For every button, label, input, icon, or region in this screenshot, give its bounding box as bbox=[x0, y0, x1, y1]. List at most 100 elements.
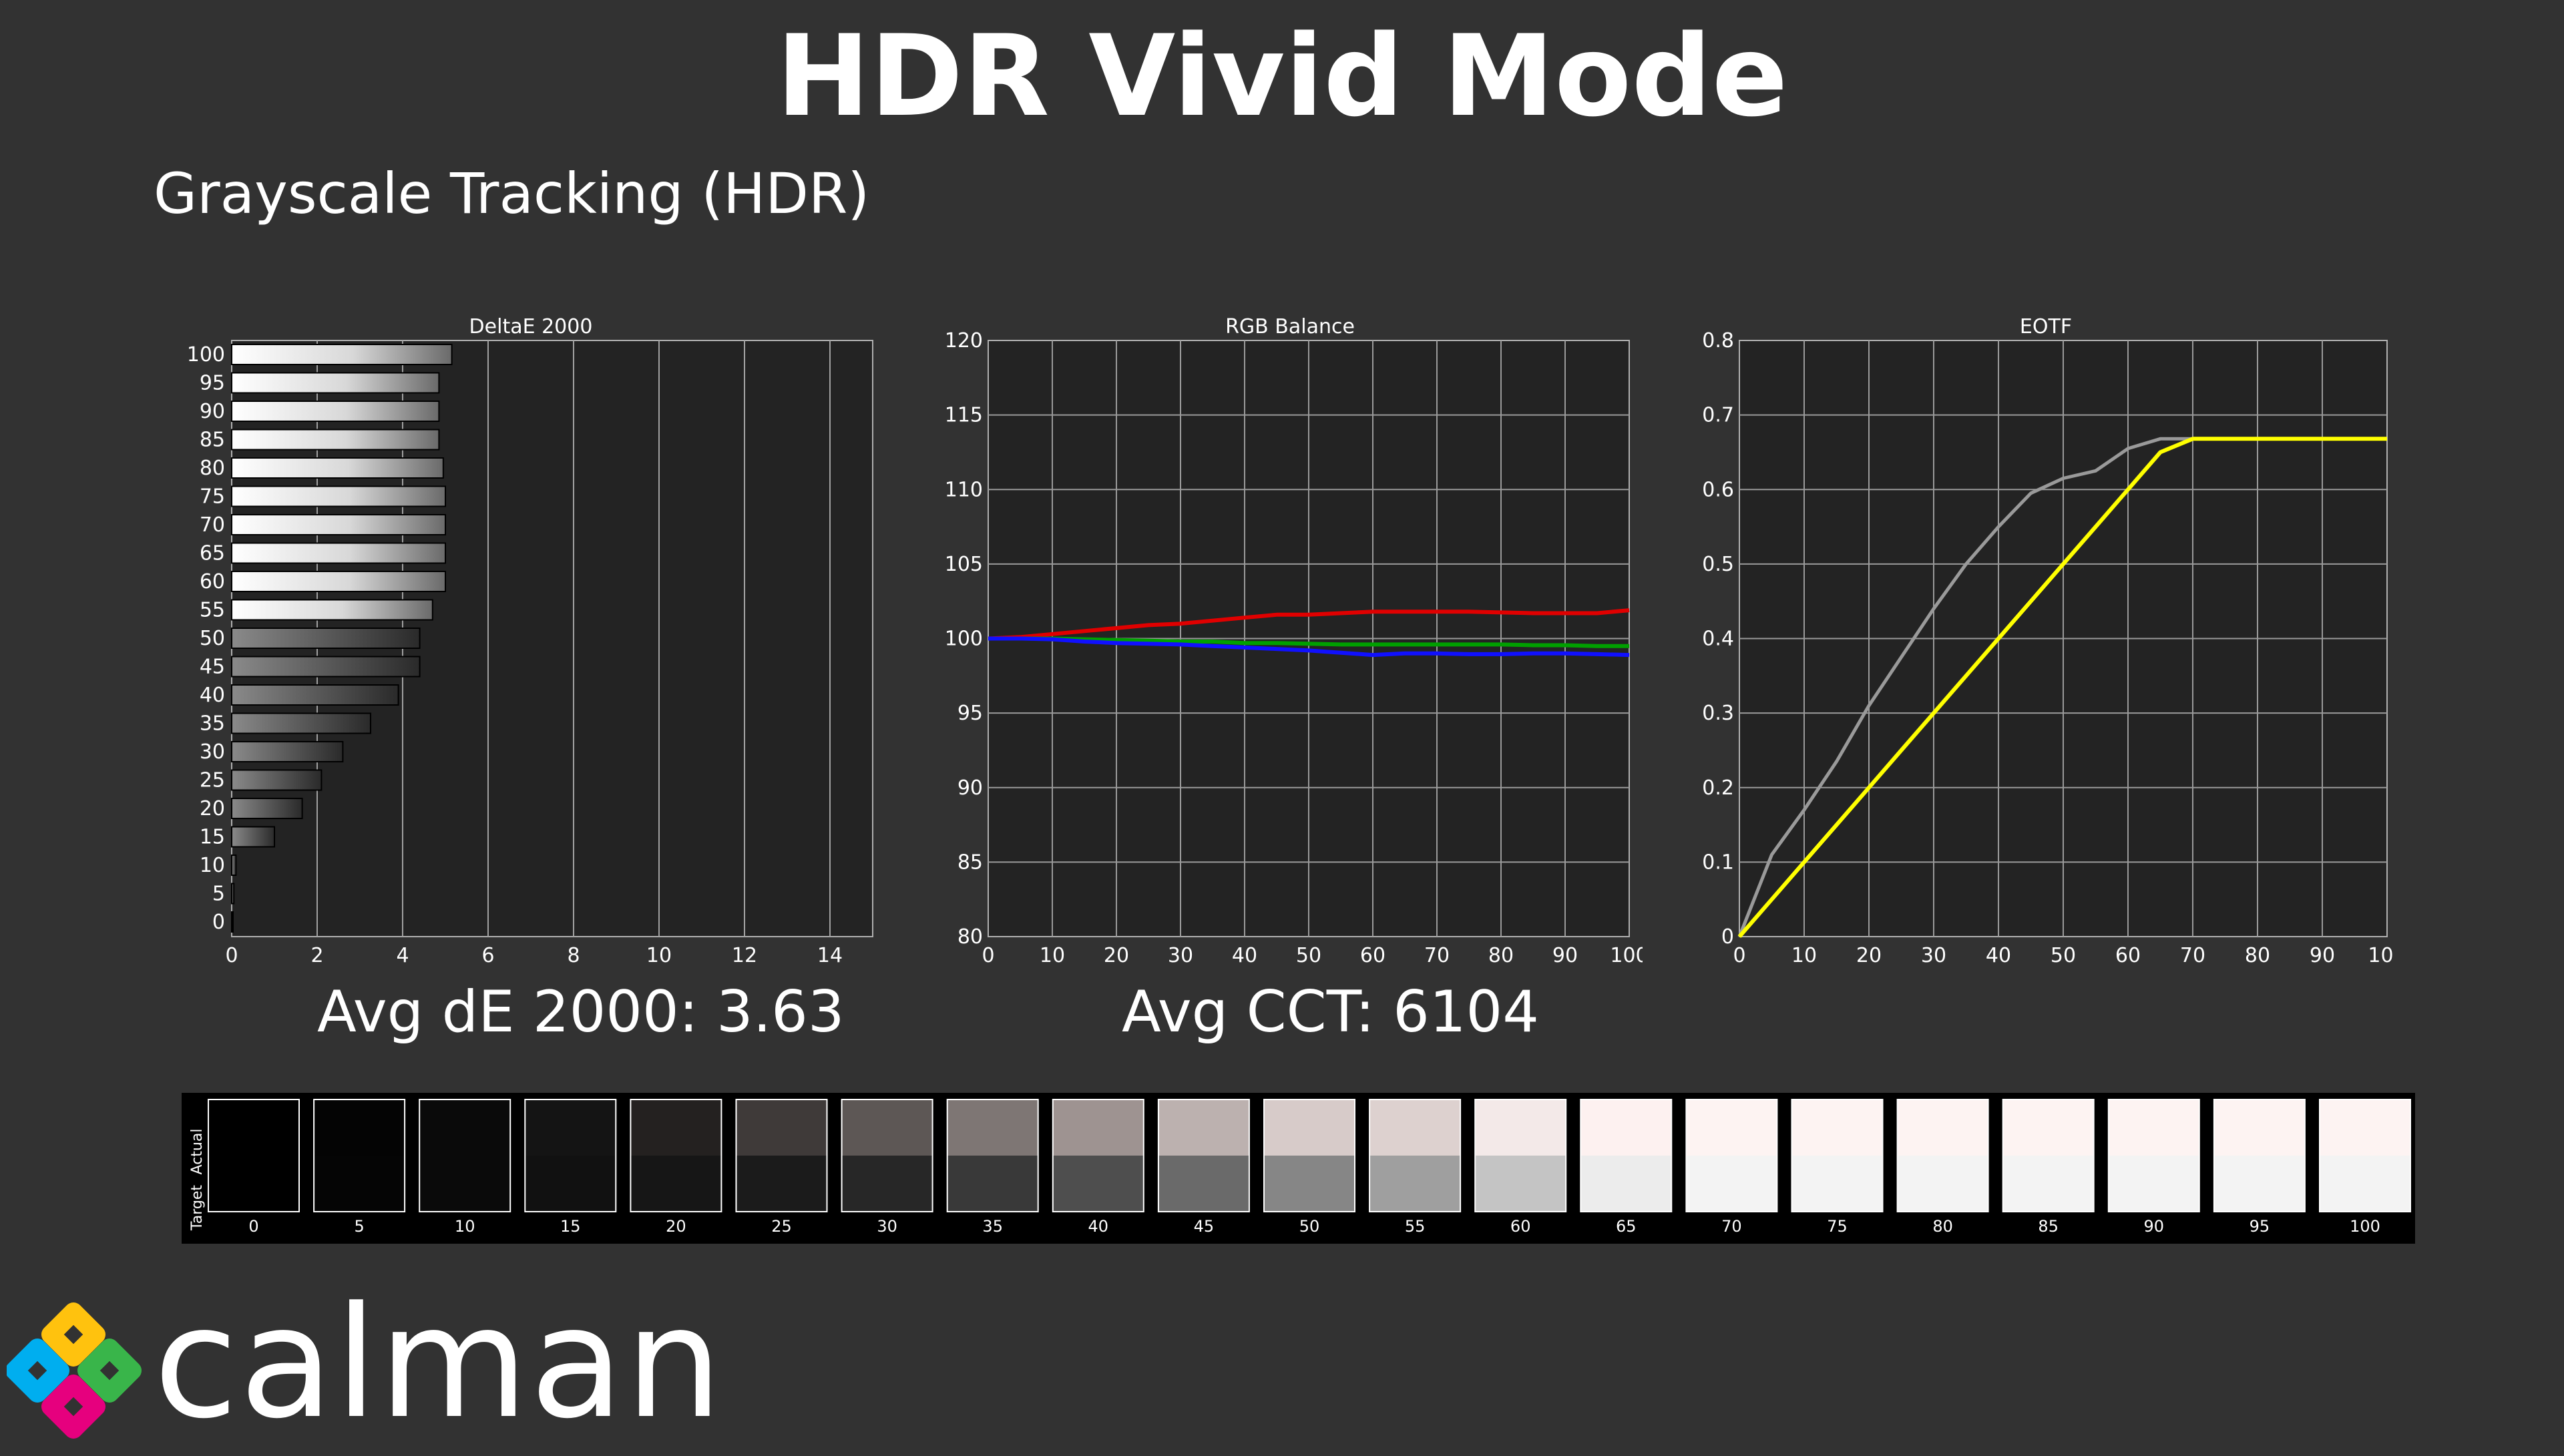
eotf-x-tick: 100 bbox=[2368, 944, 2394, 967]
deltae-bar bbox=[231, 656, 421, 678]
swatch-actual bbox=[630, 1100, 722, 1156]
deltae-bar bbox=[231, 628, 421, 649]
swatch-label: 45 bbox=[1194, 1217, 1215, 1236]
eotf-y-tick: 0.2 bbox=[1702, 776, 1734, 800]
swatch-actual bbox=[314, 1100, 405, 1156]
deltae-y-tick: 100 bbox=[187, 343, 225, 367]
swatch-label: 70 bbox=[1721, 1217, 1742, 1236]
rgb-y-tick: 80 bbox=[957, 925, 983, 949]
deltae-bar bbox=[231, 401, 440, 422]
swatch-border bbox=[630, 1099, 722, 1212]
swatch-target bbox=[1052, 1156, 1144, 1212]
swatch-label: 20 bbox=[666, 1217, 686, 1236]
swatch-target bbox=[1686, 1156, 1777, 1212]
deltae-x-tick: 6 bbox=[481, 944, 494, 967]
eotf-y-tick: 0.3 bbox=[1702, 702, 1734, 725]
avg-cct-readout: Avg CCT: 6104 bbox=[1122, 979, 1539, 1045]
swatch-target bbox=[736, 1156, 827, 1212]
swatch-actual bbox=[2213, 1100, 2305, 1156]
avg-de-readout: Avg dE 2000: 3.63 bbox=[317, 979, 845, 1045]
deltae-y-tick: 80 bbox=[200, 457, 225, 480]
swatch-target bbox=[419, 1156, 511, 1212]
swatch-target bbox=[2108, 1156, 2199, 1212]
swatch-border bbox=[419, 1099, 511, 1212]
grayscale-swatch-strip: Actual Target 0 5 10 15 20 25 30 35 40 45 50 55 60 65… bbox=[182, 1093, 2415, 1244]
swatch-actual bbox=[841, 1100, 933, 1156]
deltae-y-tick: 35 bbox=[200, 712, 225, 736]
target-row-label: Target bbox=[189, 1185, 206, 1231]
deltae-y-tick: 60 bbox=[200, 570, 225, 593]
deltae-bar bbox=[231, 372, 440, 394]
swatch-label: 80 bbox=[1932, 1217, 1953, 1236]
swatch-border bbox=[1580, 1099, 1673, 1212]
rgb-y-tick: 90 bbox=[957, 776, 983, 800]
rgb-x-tick: 100 bbox=[1610, 944, 1643, 967]
deltae-x-tick: 2 bbox=[310, 944, 323, 967]
rgb-x-tick: 50 bbox=[1296, 944, 1321, 967]
swatch-label: 30 bbox=[877, 1217, 897, 1236]
deltae-bar bbox=[231, 514, 446, 535]
deltae-bar bbox=[231, 542, 446, 564]
swatch-actual bbox=[1264, 1100, 1355, 1156]
eotf-x-tick: 30 bbox=[1921, 944, 1946, 967]
deltae-x-tick: 8 bbox=[567, 944, 580, 967]
swatch-target bbox=[2002, 1156, 2094, 1212]
deltae-bar bbox=[231, 571, 446, 592]
actual-row-label: Actual bbox=[189, 1129, 206, 1175]
rgb-x-tick: 20 bbox=[1104, 944, 1129, 967]
eotf-x-tick: 60 bbox=[2115, 944, 2141, 967]
swatch-label: 5 bbox=[354, 1217, 364, 1236]
swatch-label: 95 bbox=[2250, 1217, 2270, 1236]
swatch-actual bbox=[1791, 1100, 1883, 1156]
swatch-border bbox=[2213, 1099, 2306, 1212]
swatch-label: 85 bbox=[2038, 1217, 2059, 1236]
page-subtitle: Grayscale Tracking (HDR) bbox=[154, 161, 870, 226]
rgb-y-tick: 100 bbox=[945, 628, 983, 651]
swatch-border bbox=[2319, 1099, 2411, 1212]
swatch-border bbox=[1157, 1099, 1250, 1212]
deltae-y-tick: 45 bbox=[200, 656, 225, 679]
rgb-series-line bbox=[988, 608, 1630, 641]
swatch-label: 25 bbox=[771, 1217, 792, 1236]
eotf-x-tick: 10 bbox=[1791, 944, 1817, 967]
eotf-y-tick: 0.4 bbox=[1702, 628, 1734, 651]
deltae-y-tick: 70 bbox=[200, 513, 225, 537]
deltae-bar bbox=[231, 741, 344, 762]
swatch-border bbox=[2107, 1099, 2200, 1212]
rgb-y-tick: 95 bbox=[957, 702, 983, 725]
deltae-bar bbox=[231, 684, 399, 706]
swatch-border bbox=[1263, 1099, 1355, 1212]
swatch-actual bbox=[1475, 1100, 1566, 1156]
swatch-target bbox=[525, 1156, 616, 1212]
rgb-x-tick: 40 bbox=[1232, 944, 1257, 967]
swatch-label: 10 bbox=[455, 1217, 475, 1236]
deltae-bar bbox=[231, 344, 453, 365]
swatch-target bbox=[1580, 1156, 1672, 1212]
swatch-actual bbox=[1052, 1100, 1144, 1156]
rgb-x-tick: 0 bbox=[982, 944, 994, 967]
eotf-series-line bbox=[1737, 437, 2387, 938]
eotf-x-tick: 20 bbox=[1856, 944, 1882, 967]
deltae-y-tick: 75 bbox=[200, 485, 225, 509]
deltae-y-tick: 85 bbox=[200, 429, 225, 452]
swatch-border bbox=[1685, 1099, 1778, 1212]
deltae-bar bbox=[231, 769, 323, 791]
deltae-y-tick: 55 bbox=[200, 599, 225, 622]
deltae-x-tick: 12 bbox=[732, 944, 757, 967]
swatch-label: 50 bbox=[1299, 1217, 1320, 1236]
eotf-y-tick: 0 bbox=[1721, 925, 1734, 949]
rgb-y-tick: 110 bbox=[945, 478, 983, 501]
rgb-series-line bbox=[988, 636, 1630, 658]
swatch-actual bbox=[736, 1100, 827, 1156]
deltae-y-tick: 5 bbox=[212, 883, 225, 906]
deltae-x-tick: 4 bbox=[396, 944, 409, 967]
swatch-target bbox=[2213, 1156, 2305, 1212]
eotf-x-tick: 50 bbox=[2051, 944, 2076, 967]
eotf-x-tick: 80 bbox=[2245, 944, 2270, 967]
eotf-chart: EOTF 0 10 20 30 40 50 60 70 80 90 100 0 0.1 0.2 0.3 0.… bbox=[1702, 315, 2394, 967]
swatch-label: 90 bbox=[2144, 1217, 2165, 1236]
eotf-x-tick: 70 bbox=[2180, 944, 2205, 967]
swatch-border bbox=[208, 1099, 300, 1212]
swatch-label: 0 bbox=[248, 1217, 258, 1236]
swatch-label: 60 bbox=[1510, 1217, 1531, 1236]
